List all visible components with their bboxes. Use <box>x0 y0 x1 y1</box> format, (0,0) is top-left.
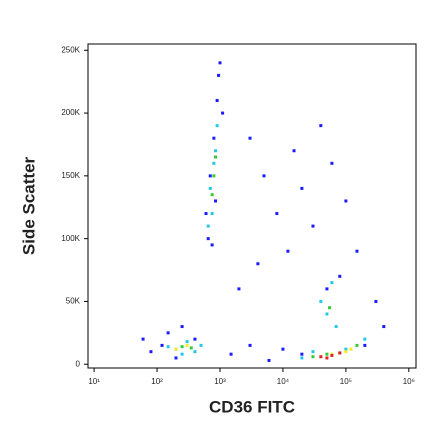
event-dot <box>206 237 210 241</box>
y-tick-label: 200K <box>61 108 80 117</box>
event-dot <box>214 199 218 203</box>
event-dot <box>286 249 290 253</box>
event-dot <box>149 350 153 354</box>
event-dot <box>221 111 225 115</box>
event-dot <box>208 174 212 178</box>
event-dot <box>206 224 210 228</box>
event-dot <box>180 352 184 356</box>
event-dot <box>300 186 304 190</box>
event-dot <box>311 355 315 359</box>
x-tick-label: 10⁶ <box>403 377 415 386</box>
x-tick-label: 10¹ <box>88 377 100 386</box>
event-dot <box>193 350 197 354</box>
event-dot <box>210 212 214 216</box>
event-dot <box>344 347 348 351</box>
event-dot <box>300 356 304 360</box>
event-dot <box>174 356 178 360</box>
event-dot <box>210 193 214 197</box>
event-dot <box>363 343 367 347</box>
event-dot <box>330 161 334 165</box>
event-dot <box>212 136 216 140</box>
event-dot <box>210 243 214 247</box>
event-dot <box>292 149 296 153</box>
event-dot <box>217 73 221 77</box>
event-dot <box>281 347 285 351</box>
event-dot <box>229 352 233 356</box>
event-dot <box>180 345 184 349</box>
event-dot <box>174 347 178 351</box>
event-dot <box>338 351 342 355</box>
y-tick-label: 150K <box>61 171 80 180</box>
event-dot <box>328 306 332 310</box>
event-dot <box>180 325 184 329</box>
event-dot <box>275 212 279 216</box>
event-dot <box>311 224 315 228</box>
x-axis-title: CD36 FITC <box>209 397 295 416</box>
y-tick-label: 100K <box>61 234 80 243</box>
event-dot <box>325 287 329 291</box>
event-dot <box>319 124 323 128</box>
event-dot <box>325 356 329 360</box>
event-dot <box>215 99 219 103</box>
event-dot <box>300 352 304 356</box>
event-dot <box>212 161 216 165</box>
event-dot <box>208 186 212 190</box>
event-dot <box>267 358 271 362</box>
event-dot <box>344 199 348 203</box>
event-dot <box>330 281 334 285</box>
event-dot <box>338 274 342 278</box>
event-dot <box>262 174 266 178</box>
event-dot <box>215 124 219 128</box>
event-dot <box>185 340 189 344</box>
event-dot <box>237 287 241 291</box>
event-dot <box>311 350 315 354</box>
event-dot <box>319 299 323 303</box>
event-dot <box>363 337 367 341</box>
event-dot <box>325 312 329 316</box>
event-dot <box>193 337 197 341</box>
event-dot <box>344 350 348 354</box>
event-dot <box>355 249 359 253</box>
event-dot <box>218 61 222 65</box>
y-tick-label: 250K <box>61 45 80 54</box>
event-dot <box>214 155 218 159</box>
event-dot <box>256 262 260 266</box>
event-dot <box>248 343 252 347</box>
y-axis-title: Side Scatter <box>19 156 38 255</box>
event-dot <box>199 343 203 347</box>
event-dot <box>166 331 170 335</box>
event-dot <box>212 174 216 178</box>
event-dot <box>214 149 218 153</box>
plot-frame <box>87 43 417 369</box>
event-dot <box>382 325 386 329</box>
event-dot <box>374 299 378 303</box>
x-tick-label: 10⁴ <box>277 377 290 386</box>
x-tick-label: 10⁵ <box>340 377 352 386</box>
event-dot <box>330 353 334 357</box>
event-dot <box>355 343 359 347</box>
event-dot <box>319 355 323 359</box>
x-tick-label: 10² <box>151 377 163 386</box>
y-tick-label: 0 <box>76 359 81 368</box>
event-dot <box>185 343 189 347</box>
x-tick-label: 10³ <box>214 377 226 386</box>
event-dot <box>248 136 252 140</box>
event-dot <box>189 346 193 350</box>
event-dot <box>334 325 338 329</box>
y-tick-label: 50K <box>66 297 81 306</box>
event-dot <box>349 347 353 351</box>
event-dot <box>325 352 329 356</box>
event-dot <box>204 212 208 216</box>
event-dot <box>141 337 145 341</box>
event-dot <box>160 343 164 347</box>
event-dot <box>166 345 170 349</box>
